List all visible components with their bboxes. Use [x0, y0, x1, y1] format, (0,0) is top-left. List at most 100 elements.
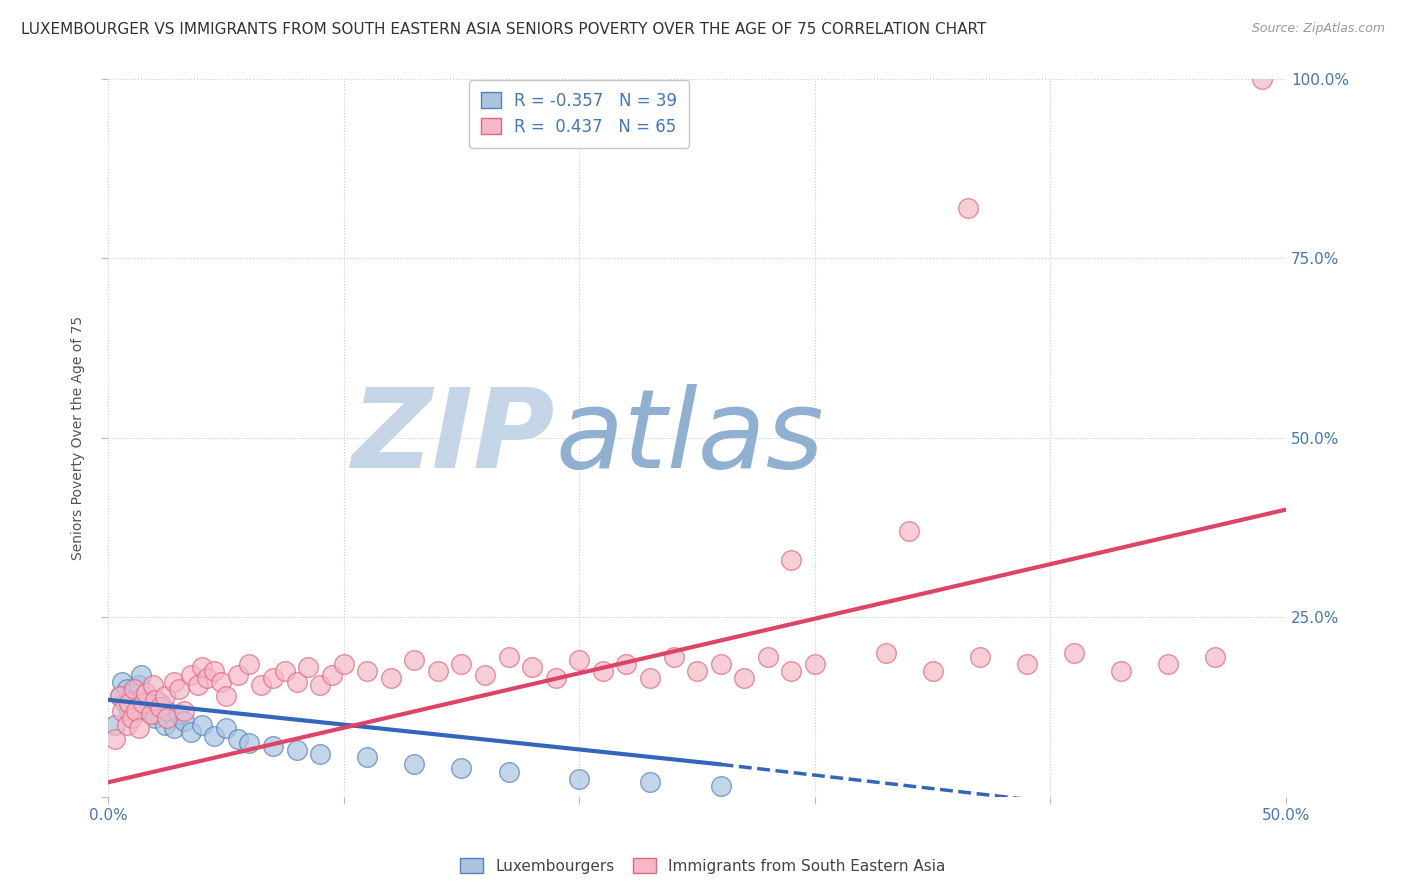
- Point: [285, 674, 308, 689]
- Point: [1015, 657, 1038, 671]
- Point: [129, 667, 152, 681]
- Point: [153, 689, 176, 703]
- Point: [195, 671, 218, 685]
- Text: Source: ZipAtlas.com: Source: ZipAtlas.com: [1251, 22, 1385, 36]
- Point: [1063, 646, 1085, 660]
- Point: [111, 674, 134, 689]
- Point: [142, 678, 165, 692]
- Point: [122, 693, 145, 707]
- Point: [139, 700, 162, 714]
- Point: [638, 671, 661, 685]
- Point: [921, 664, 943, 678]
- Point: [173, 704, 195, 718]
- Point: [568, 772, 591, 786]
- Point: [202, 664, 225, 678]
- Point: [274, 664, 297, 678]
- Point: [121, 711, 143, 725]
- Point: [226, 667, 249, 681]
- Point: [111, 704, 134, 718]
- Point: [756, 649, 779, 664]
- Point: [202, 729, 225, 743]
- Point: [426, 664, 449, 678]
- Point: [285, 743, 308, 757]
- Point: [163, 674, 186, 689]
- Y-axis label: Seniors Poverty Over the Age of 75: Seniors Poverty Over the Age of 75: [72, 316, 86, 560]
- Point: [568, 653, 591, 667]
- Point: [804, 657, 827, 671]
- Point: [498, 764, 520, 779]
- Legend: R = -0.357   N = 39, R =  0.437   N = 65: R = -0.357 N = 39, R = 0.437 N = 65: [470, 80, 689, 148]
- Point: [149, 700, 172, 714]
- Point: [180, 725, 202, 739]
- Point: [156, 711, 179, 725]
- Point: [662, 649, 685, 664]
- Point: [898, 524, 921, 538]
- Point: [969, 649, 991, 664]
- Point: [780, 664, 803, 678]
- Point: [121, 685, 143, 699]
- Point: [592, 664, 614, 678]
- Point: [875, 646, 897, 660]
- Point: [956, 201, 979, 215]
- Point: [125, 704, 148, 718]
- Point: [332, 657, 354, 671]
- Point: [191, 718, 214, 732]
- Point: [114, 697, 136, 711]
- Point: [135, 685, 157, 699]
- Point: [238, 736, 260, 750]
- Point: [132, 697, 155, 711]
- Point: [173, 714, 195, 729]
- Point: [143, 711, 166, 725]
- Point: [180, 667, 202, 681]
- Point: [309, 678, 332, 692]
- Point: [638, 775, 661, 789]
- Point: [191, 660, 214, 674]
- Point: [122, 681, 145, 696]
- Point: [108, 689, 131, 703]
- Point: [167, 681, 190, 696]
- Point: [104, 732, 127, 747]
- Point: [780, 553, 803, 567]
- Point: [187, 678, 209, 692]
- Point: [1109, 664, 1132, 678]
- Point: [139, 707, 162, 722]
- Point: [215, 689, 238, 703]
- Text: ZIP: ZIP: [353, 384, 555, 491]
- Point: [297, 660, 319, 674]
- Point: [262, 671, 284, 685]
- Point: [128, 678, 150, 692]
- Point: [226, 732, 249, 747]
- Point: [450, 761, 472, 775]
- Point: [153, 718, 176, 732]
- Point: [309, 747, 332, 761]
- Point: [710, 657, 733, 671]
- Point: [474, 667, 496, 681]
- Point: [104, 718, 127, 732]
- Point: [520, 660, 543, 674]
- Point: [156, 704, 179, 718]
- Point: [544, 671, 567, 685]
- Point: [149, 697, 172, 711]
- Point: [404, 653, 426, 667]
- Point: [167, 707, 190, 722]
- Point: [1204, 649, 1226, 664]
- Point: [125, 700, 148, 714]
- Point: [118, 704, 141, 718]
- Point: [250, 678, 273, 692]
- Point: [215, 722, 238, 736]
- Point: [356, 664, 378, 678]
- Point: [132, 689, 155, 703]
- Text: LUXEMBOURGER VS IMMIGRANTS FROM SOUTH EASTERN ASIA SENIORS POVERTY OVER THE AGE : LUXEMBOURGER VS IMMIGRANTS FROM SOUTH EA…: [21, 22, 987, 37]
- Point: [163, 722, 186, 736]
- Point: [135, 697, 157, 711]
- Legend: Luxembourgers, Immigrants from South Eastern Asia: Luxembourgers, Immigrants from South Eas…: [454, 852, 952, 880]
- Point: [136, 704, 159, 718]
- Point: [108, 689, 131, 703]
- Point: [380, 671, 402, 685]
- Point: [321, 667, 343, 681]
- Point: [686, 664, 709, 678]
- Point: [238, 657, 260, 671]
- Point: [143, 693, 166, 707]
- Point: [128, 722, 150, 736]
- Point: [118, 697, 141, 711]
